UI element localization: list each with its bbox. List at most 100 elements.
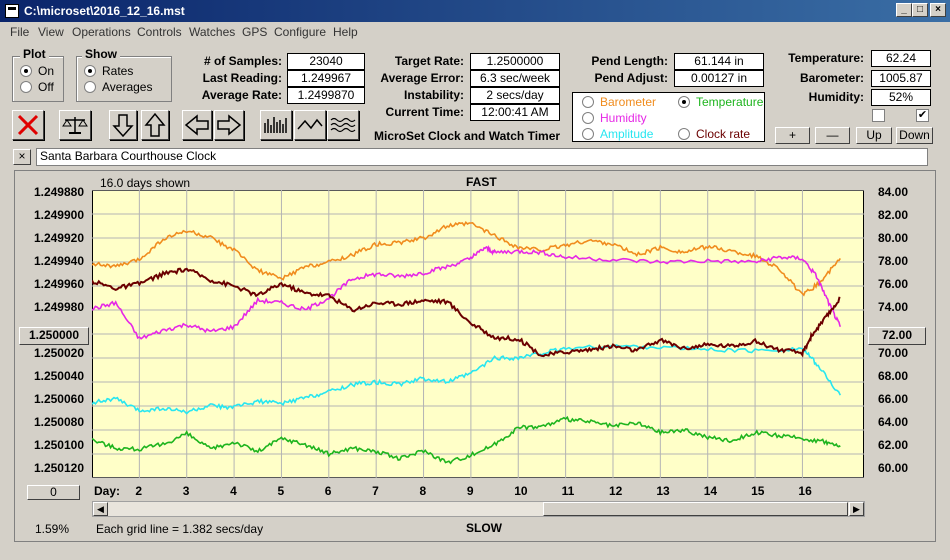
menu-help[interactable]: Help	[333, 25, 358, 39]
pend-adjust-label: Pend Adjust:	[594, 71, 668, 85]
arrow-up-icon	[144, 112, 166, 137]
average-rate-value: 1.2499870	[287, 87, 365, 104]
x-tick-label: 10	[514, 484, 528, 498]
line-wave-icon	[297, 118, 323, 130]
target-rate-value: 1.2500000	[470, 53, 560, 70]
left-tick-label: 1.249980	[33, 300, 84, 314]
right-tick-label: 74.00	[877, 300, 908, 314]
scroll-right-button[interactable]: ▶	[849, 502, 864, 516]
left-arrow-button[interactable]	[182, 110, 212, 140]
down-arrow-button[interactable]	[109, 110, 137, 140]
right-tick-label: 78.00	[877, 254, 908, 268]
maximize-button[interactable]: □	[912, 3, 928, 17]
series-line-amplitude	[92, 344, 842, 415]
plot-off-radio[interactable]	[20, 81, 32, 93]
up-arrow-button[interactable]	[141, 110, 169, 140]
humidity-checkbox-1[interactable]	[872, 109, 885, 122]
x-tick-label: 12	[608, 484, 623, 498]
balance-button[interactable]	[59, 110, 91, 140]
show-rates-radio[interactable]	[84, 65, 96, 77]
sensor-humidity-radio[interactable]	[582, 112, 594, 124]
left-tick-label: 1.250080	[33, 415, 84, 429]
bottom-left-button[interactable]: 0	[27, 485, 80, 500]
right-tick-label: 62.00	[877, 438, 908, 452]
arrow-down-icon	[112, 114, 134, 138]
x-tick-label: 5	[277, 484, 285, 498]
sensor-temperature-radio[interactable]	[678, 96, 690, 108]
show-rates-label: Rates	[102, 64, 134, 78]
sensor-minus-button[interactable]: —	[815, 127, 850, 144]
left-tick-label: 1.249900	[33, 208, 84, 222]
arrow-right-icon	[217, 114, 242, 136]
sensor-temperature-label: Temperature	[696, 95, 764, 109]
plot-series	[92, 220, 842, 465]
clock-name-input[interactable]: Santa Barbara Courthouse Clock	[36, 148, 928, 166]
sensor-amplitude-radio[interactable]	[582, 128, 594, 140]
target-rate-label: Target Rate:	[394, 54, 464, 68]
sensor-down-button[interactable]: Down	[896, 127, 933, 144]
plot-on-radio[interactable]	[20, 65, 32, 77]
pend-adjust-value: 0.00127 in	[674, 70, 764, 87]
menu-operations[interactable]: Operations	[72, 25, 131, 39]
bars-icon	[264, 117, 287, 133]
app-caption: MicroSet Clock and Watch Timer	[374, 129, 561, 143]
x-tick-label: 3	[182, 484, 190, 498]
menu-watches[interactable]: Watches	[189, 25, 236, 39]
x-tick-label: 15	[751, 484, 765, 498]
sensor-clockrate-radio[interactable]	[678, 128, 690, 140]
line-plot-button[interactable]	[294, 110, 326, 140]
right-center-button[interactable]: 72.00	[868, 327, 926, 345]
minimize-button[interactable]: _	[896, 3, 912, 17]
x-tick-label: 13	[656, 484, 670, 498]
sensor-barometer-label: Barometer	[600, 95, 657, 109]
scroll-left-button[interactable]: ◀	[93, 502, 108, 516]
sensor-plus-button[interactable]: +	[775, 127, 810, 144]
barometer-value: 1005.87	[871, 70, 931, 87]
menu-controls[interactable]: Controls	[137, 25, 182, 39]
plot-group	[12, 56, 64, 102]
multi-wave-button[interactable]	[327, 110, 359, 140]
humidity-label: Humidity:	[808, 90, 864, 104]
menu-file[interactable]: File	[10, 25, 30, 39]
right-tick-label: 60.00	[877, 461, 908, 475]
last-reading-value: 1.249967	[287, 70, 365, 87]
left-tick-label: 1.249920	[33, 231, 84, 245]
left-tick-label: 1.250020	[33, 346, 84, 360]
instability-label: Instability:	[403, 88, 464, 102]
right-arrow-button[interactable]	[214, 110, 244, 140]
x-tick-label: 8	[419, 484, 427, 498]
menu-gps[interactable]: GPS	[242, 25, 268, 39]
sensor-barometer-radio[interactable]	[582, 96, 594, 108]
horizontal-scrollbar[interactable]: ◀ ▶	[92, 501, 865, 517]
title-bar: C:\microset\2016_12_16.mst _ □ ×	[0, 0, 950, 22]
clock-clear-button[interactable]: ×	[13, 149, 31, 165]
menu-configure[interactable]: Configure	[274, 25, 327, 39]
scroll-thumb[interactable]	[543, 502, 848, 516]
left-center-button[interactable]: 1.250000	[19, 327, 89, 345]
current-time-value: 12:00:41 AM	[470, 104, 560, 121]
sensor-up-button[interactable]: Up	[856, 127, 892, 144]
humidity-value: 52%	[871, 89, 931, 106]
average-error-value: 6.3 sec/week	[470, 70, 560, 87]
left-tick-label: 1.249880	[33, 185, 84, 199]
current-time-label: Current Time:	[385, 105, 464, 119]
close-window-button[interactable]: ×	[930, 3, 946, 17]
right-tick-label: 70.00	[877, 346, 908, 360]
histogram-button[interactable]	[260, 110, 292, 140]
x-tick-label: 14	[703, 484, 718, 498]
plot-area	[92, 190, 864, 478]
stop-button[interactable]	[12, 110, 44, 140]
left-tick-label: 1.250040	[33, 369, 84, 383]
humidity-checkbox-2[interactable]: ✔	[916, 109, 929, 122]
plot-group-title: Plot	[20, 47, 49, 61]
series-line-temperature	[92, 415, 841, 465]
close-x-icon	[17, 114, 39, 136]
menu-view[interactable]: View	[38, 25, 64, 39]
fast-label: FAST	[466, 175, 497, 189]
samples-value: 23040	[287, 53, 365, 70]
arrow-left-icon	[184, 114, 209, 136]
app-icon[interactable]	[5, 4, 19, 18]
right-tick-label: 82.00	[877, 208, 908, 222]
left-tick-label: 1.249960	[33, 277, 84, 291]
show-averages-radio[interactable]	[84, 81, 96, 93]
